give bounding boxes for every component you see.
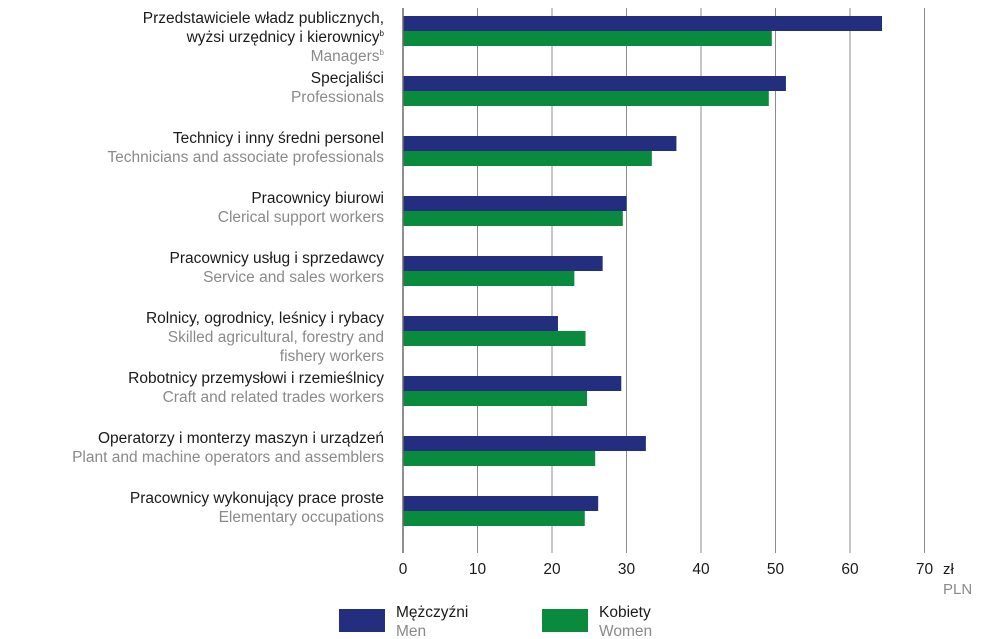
bar-women — [403, 151, 652, 166]
x-tick-label: 30 — [618, 561, 636, 578]
x-unit-label-en: PLN — [943, 581, 972, 598]
category-label: Operatorzy i monterzy maszyn i urządzeń — [98, 430, 384, 447]
category-label-en: Professionals — [291, 89, 384, 106]
bar-men — [403, 376, 622, 391]
category-label-en: Craft and related trades workers — [163, 389, 385, 406]
category-label-en-line2: fishery workers — [280, 348, 384, 365]
category-label: Pracownicy biurowi — [251, 190, 384, 207]
category-label-en: Skilled agricultural, forestry and — [168, 329, 384, 346]
legend: Mężczyźni Men Kobiety Women — [339, 604, 652, 639]
legend-label-en: Men — [396, 623, 426, 639]
category-label: Rolnicy, ogrodnicy, leśnicy i rybacy — [146, 310, 384, 327]
x-tick-label: 50 — [767, 561, 785, 578]
category-label-en: Clerical support workers — [218, 209, 384, 226]
x-tick-label: 70 — [916, 561, 934, 578]
bar-men — [403, 316, 558, 331]
x-unit-label: zł — [943, 561, 955, 578]
x-tick-label: 10 — [469, 561, 487, 578]
bar-women — [403, 31, 772, 46]
bar-men — [403, 256, 603, 271]
bars — [403, 16, 883, 526]
bar-men — [403, 76, 786, 91]
category-label-line2: wyżsi urzędnicy i kierownicyb — [186, 29, 385, 46]
category-label-en: Technicians and associate professionals — [107, 149, 384, 166]
category-label-en: Plant and machine operators and assemble… — [72, 449, 384, 466]
legend-label: Mężczyźni — [396, 604, 468, 621]
bar-men — [403, 196, 627, 211]
category-label-en: Managersb — [311, 48, 385, 65]
category-label: Pracownicy usług i sprzedawcy — [169, 250, 384, 267]
bar-women — [403, 271, 575, 286]
x-tick-label: 60 — [841, 561, 859, 578]
category-label: Technicy i inny średni personel — [173, 130, 384, 147]
x-tick-label: 20 — [543, 561, 561, 578]
category-label: Robotnicy przemysłowi i rzemieślnicy — [128, 370, 384, 387]
legend-label: Kobiety — [599, 604, 651, 621]
category-label: Specjaliści — [311, 70, 384, 87]
bar-women — [403, 451, 596, 466]
category-label: Pracownicy wykonujący prace proste — [130, 490, 384, 507]
bar-men — [403, 496, 599, 511]
x-tick-label: 0 — [399, 561, 408, 578]
category-label: Przedstawiciele władz publicznych, — [143, 10, 384, 27]
bar-men — [403, 436, 646, 451]
legend-swatch — [339, 609, 385, 632]
x-tick-label: 40 — [692, 561, 710, 578]
category-labels: Przedstawiciele władz publicznych, wyżsi … — [72, 10, 384, 526]
bar-women — [403, 331, 586, 346]
category-label-en: Elementary occupations — [219, 509, 385, 526]
bar-men — [403, 136, 677, 151]
bar-women — [403, 511, 585, 526]
legend-swatch — [542, 609, 588, 632]
bar-men — [403, 16, 883, 31]
bar-women — [403, 391, 588, 406]
legend-label-en: Women — [599, 623, 652, 639]
x-axis: 0 10 20 30 40 50 60 70 zł PLN — [399, 8, 972, 598]
bar-women — [403, 211, 623, 226]
bar-women — [403, 91, 769, 106]
category-label-en: Service and sales workers — [203, 269, 384, 286]
